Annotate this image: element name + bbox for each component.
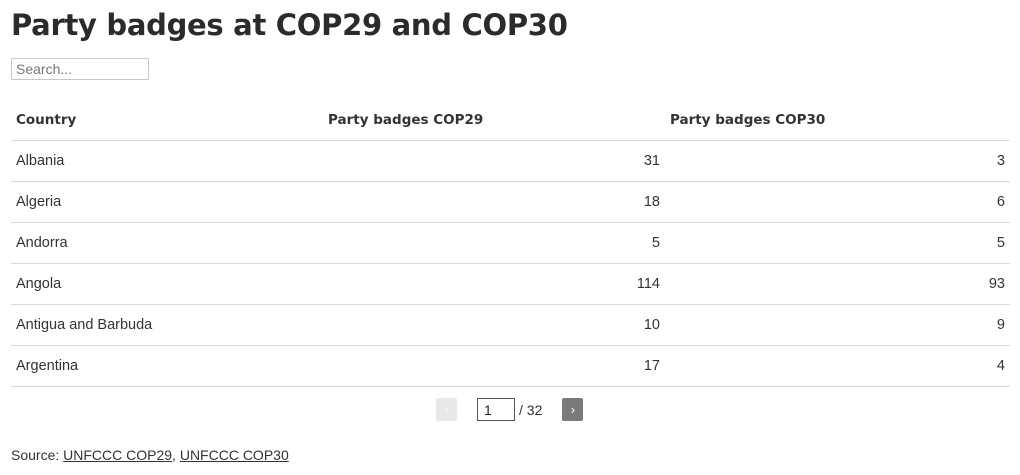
next-page-button[interactable]: ›: [562, 398, 584, 421]
page-total: / 32: [519, 401, 543, 418]
table-row: Antigua and Barbuda 10 9: [11, 304, 1010, 346]
cell-cop29: 17: [323, 345, 665, 387]
page-title: Party badges at COP29 and COP30: [11, 8, 568, 42]
cell-cop29: 5: [323, 222, 665, 264]
table-row: Angola 114 93: [11, 263, 1010, 305]
source-link-cop30[interactable]: UNFCCC COP30: [179, 447, 289, 463]
table-row: Algeria 18 6: [11, 181, 1010, 223]
cell-country: Algeria: [11, 181, 323, 223]
cell-cop30: 3: [665, 140, 1010, 182]
cell-country: Andorra: [11, 222, 323, 264]
table-row: Argentina 17 4: [11, 345, 1010, 387]
cell-cop30: 9: [665, 304, 1010, 346]
cell-cop29: 114: [323, 263, 665, 305]
table-row: Albania 31 3: [11, 140, 1010, 182]
chevron-right-icon: ›: [570, 402, 576, 417]
page-number-input[interactable]: [477, 398, 515, 421]
column-header-cop29[interactable]: Party badges COP29: [323, 100, 665, 141]
cell-country: Argentina: [11, 345, 323, 387]
column-header-cop30[interactable]: Party badges COP30: [665, 100, 1010, 141]
cell-country: Antigua and Barbuda: [11, 304, 323, 346]
cell-cop29: 31: [323, 140, 665, 182]
cell-cop30: 6: [665, 181, 1010, 223]
source-label: Source:: [11, 447, 60, 463]
cell-cop30: 4: [665, 345, 1010, 387]
column-header-country[interactable]: Country: [11, 100, 323, 141]
data-table: Country Party badges COP29 Party badges …: [11, 100, 1010, 387]
cell-cop29: 18: [323, 181, 665, 223]
table-row: Andorra 5 5: [11, 222, 1010, 264]
previous-page-button[interactable]: ‹: [436, 398, 457, 421]
source-note: Source: UNFCCC COP29, UNFCCC COP30: [11, 447, 289, 463]
cell-cop30: 5: [665, 222, 1010, 264]
search-input[interactable]: [11, 58, 149, 80]
pagination: ‹ / 32 ›: [436, 398, 584, 421]
table-header-row: Country Party badges COP29 Party badges …: [11, 100, 1010, 141]
cell-country: Albania: [11, 140, 323, 182]
cell-cop29: 10: [323, 304, 665, 346]
source-separator: ,: [172, 447, 176, 463]
cell-cop30: 93: [665, 263, 1010, 305]
cell-country: Angola: [11, 263, 323, 305]
chevron-left-icon: ‹: [444, 402, 449, 417]
source-link-cop29[interactable]: UNFCCC COP29: [63, 447, 173, 463]
